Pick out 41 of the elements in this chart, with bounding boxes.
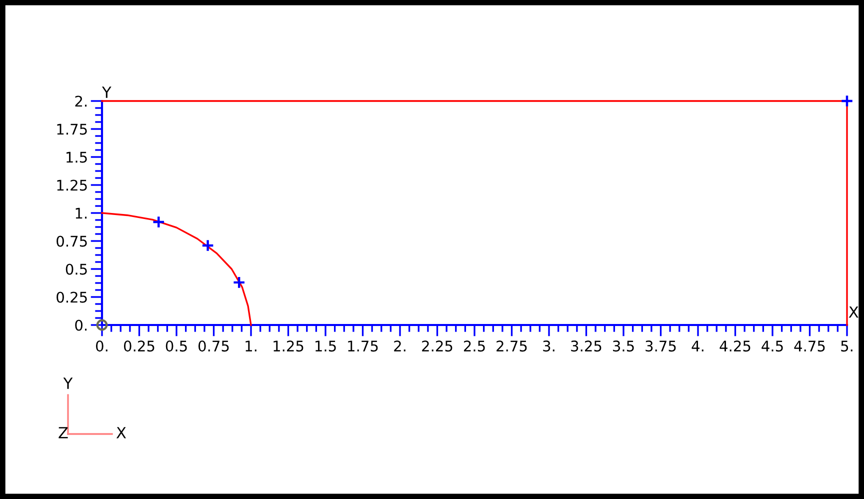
- y-tick-label: 0.25: [56, 292, 87, 303]
- y-tick-label: 0.5: [66, 264, 87, 275]
- point: [840, 94, 854, 108]
- x-tick-label: 0.75: [198, 340, 229, 352]
- x-tick-label: 3.5: [613, 340, 634, 352]
- x-tick-label: 2.5: [464, 340, 485, 352]
- y-tick-label: 0.: [75, 320, 87, 331]
- x-tick-label: 0.: [96, 340, 108, 352]
- y-tick-label: 2.: [75, 96, 87, 107]
- x-tick-label: 4.25: [720, 340, 750, 352]
- text: Y: [63, 378, 73, 389]
- y-axis-title: Y: [102, 86, 112, 98]
- point: [232, 276, 246, 289]
- x-tick-label: 1.5: [316, 340, 336, 352]
- x-tick-label: 5.: [841, 340, 852, 352]
- text: X: [116, 427, 126, 438]
- x-tick-label: 2.25: [422, 340, 452, 352]
- line-series: [101, 212, 252, 326]
- y-tick-label: 1.5: [66, 152, 87, 163]
- point: [201, 238, 214, 252]
- x-tick-label: 4.75: [794, 340, 825, 352]
- x-tick-label: 1.: [246, 340, 256, 352]
- x-tick-label: 3.: [543, 340, 554, 352]
- x-tick-label: 4.5: [762, 340, 783, 352]
- x-tick-label: 3.75: [646, 340, 676, 352]
- x-tick-label: 1.75: [348, 340, 378, 352]
- y-tick-label: 1.: [76, 208, 87, 219]
- point: [152, 215, 166, 228]
- x-tick-label: 3.25: [571, 340, 602, 352]
- x-tick-label: 1.25: [274, 340, 304, 352]
- x-tick-label: 0.5: [166, 340, 187, 352]
- x-tick-label: 2.: [394, 340, 406, 352]
- x-tick-label: 4.: [692, 340, 704, 352]
- point: [96, 319, 108, 331]
- y-tick-label: 1.75: [57, 124, 87, 135]
- x-axis-title: X: [848, 306, 858, 318]
- y-tick-label: 0.75: [56, 236, 87, 247]
- y-tick-label: 1.25: [57, 180, 87, 191]
- text: Z: [58, 427, 68, 438]
- x-tick-label: 0.25: [124, 340, 154, 352]
- x-tick-label: 2.75: [496, 340, 527, 352]
